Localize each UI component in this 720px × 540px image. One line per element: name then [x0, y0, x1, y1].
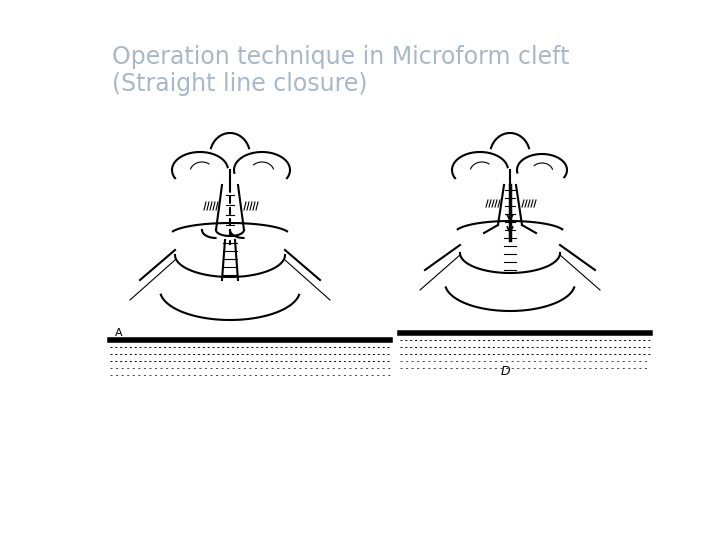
Text: A: A [115, 328, 122, 338]
Text: D: D [500, 365, 510, 378]
Text: Operation technique in Microform cleft: Operation technique in Microform cleft [112, 45, 569, 69]
Text: (Straight line closure): (Straight line closure) [112, 72, 367, 96]
